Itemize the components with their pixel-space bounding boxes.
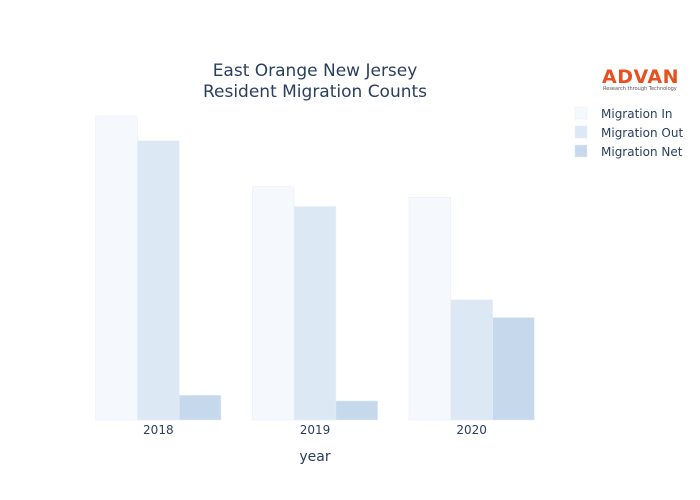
x-axis-title: year <box>299 449 330 465</box>
x-tick-label: 2019 <box>300 423 331 437</box>
plot-area <box>95 115 535 421</box>
legend-swatch <box>574 106 588 120</box>
chart-title-line-2: Resident Migration Counts <box>203 82 427 102</box>
legend-swatch <box>574 144 588 158</box>
bar-migration-out-2020 <box>450 299 493 421</box>
x-tick-label: 2020 <box>456 423 487 437</box>
x-axis-ticks: 2018 2019 2020 <box>143 423 487 437</box>
legend-label[interactable]: Migration Out <box>601 126 683 140</box>
chart-title: East Orange New Jersey Resident Migratio… <box>203 61 427 102</box>
x-tick-label: 2018 <box>143 423 174 437</box>
advan-logo: ADVAN Research through Technology <box>602 66 679 92</box>
chart-title-line-1: East Orange New Jersey <box>213 61 418 81</box>
legend: Migration In Migration Out Migration Net <box>574 106 683 159</box>
bar-migration-net-2020 <box>492 317 535 421</box>
bar-migration-net-2019 <box>335 400 378 421</box>
bar-migration-out-2019 <box>293 206 337 421</box>
legend-swatch <box>574 125 588 139</box>
legend-label[interactable]: Migration In <box>601 107 673 121</box>
bar-migration-out-2018 <box>137 140 180 421</box>
logo-tagline: Research through Technology <box>603 86 677 92</box>
bar-migration-net-2018 <box>178 395 222 421</box>
legend-label[interactable]: Migration Net <box>601 145 683 159</box>
bar-migration-in-2020 <box>408 197 452 421</box>
logo-text: ADVAN <box>602 66 679 88</box>
bar-migration-in-2018 <box>95 115 138 421</box>
bar-migration-in-2019 <box>252 186 295 421</box>
